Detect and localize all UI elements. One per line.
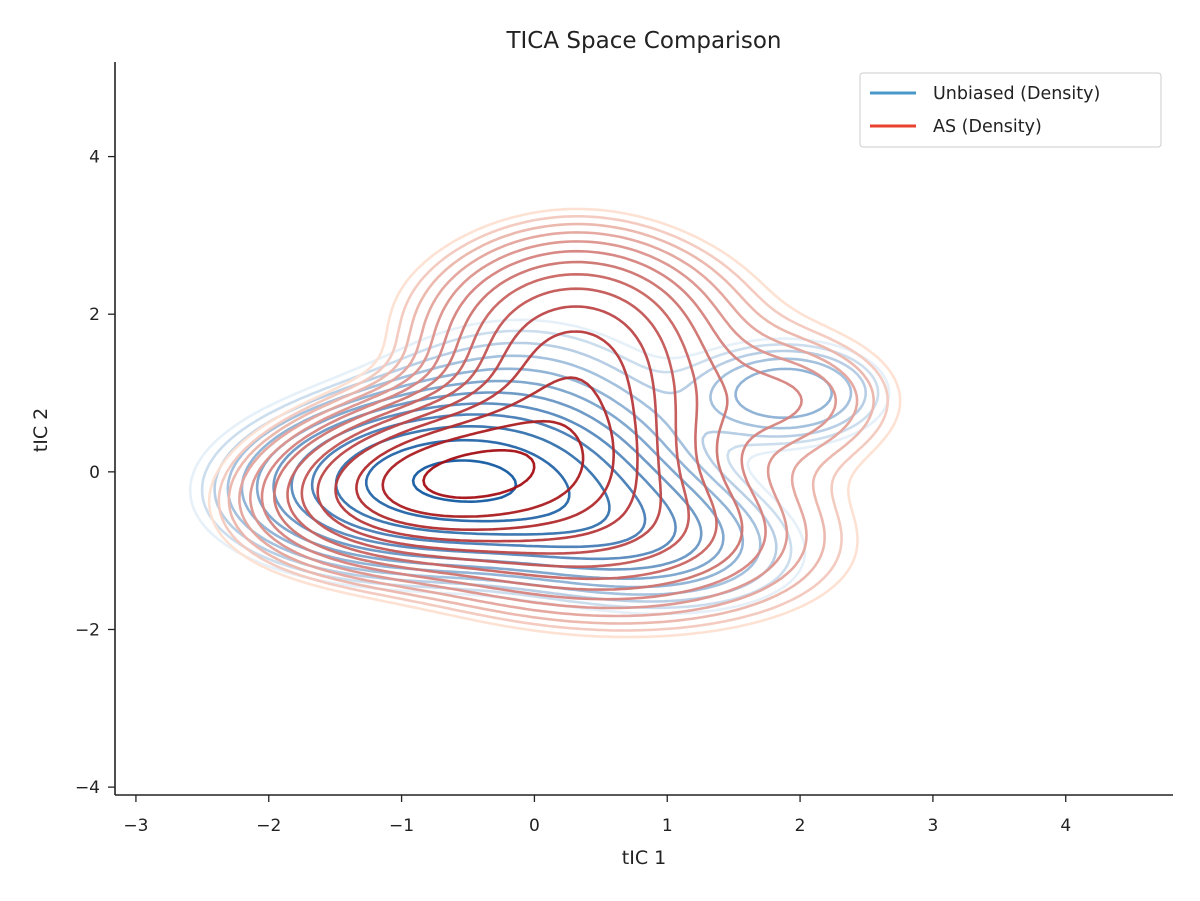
contour-line	[249, 240, 838, 610]
y-tick-label: 0	[89, 463, 100, 483]
contour-series-as	[207, 207, 902, 639]
contour-line	[300, 287, 690, 568]
contour-line	[365, 438, 571, 523]
contour-line	[334, 330, 639, 543]
x-tick-label: 2	[795, 816, 806, 836]
legend-box	[859, 72, 1162, 148]
contour-line	[207, 207, 902, 639]
y-ticks: −4 −2 0 2 4	[75, 148, 115, 798]
x-tick-label: 3	[927, 816, 938, 836]
x-tick-label: −3	[123, 816, 148, 836]
contour-series-unbiased	[188, 318, 891, 616]
contour-line	[310, 413, 647, 549]
x-tick-label: −2	[256, 816, 281, 836]
contour-line	[217, 215, 889, 632]
contour-line	[286, 273, 718, 581]
contour-line	[334, 425, 611, 536]
y-tick-label: 2	[89, 305, 100, 325]
contour-line	[316, 305, 663, 555]
contour-line	[411, 459, 518, 503]
y-axis-label: tIC 2	[30, 408, 52, 452]
x-axis-label: tIC 1	[622, 847, 666, 869]
contour-line	[227, 222, 875, 625]
chart-title: TICA Space Comparison	[505, 28, 781, 54]
contour-line	[260, 249, 803, 601]
x-tick-label: 0	[529, 816, 540, 836]
contour-line	[226, 354, 853, 596]
y-tick-label: 4	[89, 148, 100, 168]
legend-label-as: AS (Density)	[933, 117, 1042, 137]
contour-line	[355, 376, 615, 531]
legend-label-unbiased: Unbiased (Density)	[933, 84, 1100, 104]
contour-line	[273, 260, 744, 591]
y-tick-label: −4	[75, 778, 100, 798]
x-tick-label: −1	[389, 816, 414, 836]
axes: −3 −2 −1 0 1 2 3 4 −4 −2 0 2 4	[75, 62, 1173, 836]
plot-area	[188, 207, 902, 639]
x-ticks: −3 −2 −1 0 1 2 3 4	[123, 795, 1071, 836]
x-tick-label: 1	[662, 816, 673, 836]
y-tick-label: −2	[75, 620, 100, 640]
contour-layer	[188, 207, 902, 639]
legend: Unbiased (Density) AS (Density)	[859, 72, 1162, 148]
x-tick-label: 4	[1060, 816, 1071, 836]
contour-line	[422, 449, 536, 500]
contour-line	[238, 231, 859, 618]
contour-line	[381, 419, 585, 518]
